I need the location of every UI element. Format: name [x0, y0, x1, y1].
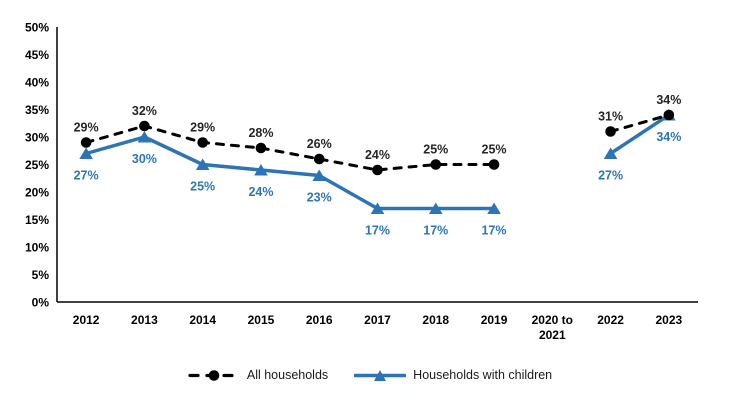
y-tick-label: 0% [32, 296, 50, 310]
y-tick-label: 20% [25, 186, 49, 200]
series-line-all-households [609, 113, 671, 133]
y-tick-label: 30% [25, 131, 49, 145]
x-axis-label: 2015 [248, 313, 275, 327]
y-tick-label: 25% [25, 158, 49, 172]
data-point-label: 17% [423, 224, 448, 238]
series-line-households-with-children [84, 135, 496, 211]
y-tick-label: 50% [25, 21, 49, 35]
data-point-marker [430, 159, 442, 170]
data-point-marker [80, 137, 92, 148]
data-point-label: 26% [307, 137, 332, 151]
solid-line-triangle-marker-icon [354, 369, 407, 381]
data-point-marker [195, 158, 210, 170]
y-tick-label: 15% [25, 213, 49, 227]
data-point-marker [428, 202, 443, 214]
x-axis-label: 2021 [539, 328, 566, 342]
data-point-marker [254, 164, 268, 176]
data-point-label: 23% [307, 191, 332, 205]
y-tick-label: 10% [25, 241, 49, 255]
data-point-marker [605, 126, 616, 137]
data-point-marker [197, 137, 208, 148]
data-point-label: 25% [482, 143, 507, 157]
x-axis-label: 2013 [131, 313, 158, 327]
chart-legend: All households Households with children [0, 360, 740, 390]
data-point-label: 30% [132, 152, 157, 166]
data-point-marker [487, 202, 501, 214]
x-axis-label: 2023 [656, 313, 683, 327]
data-point-marker [663, 109, 675, 121]
x-axis-label: 2019 [481, 313, 508, 327]
data-point-label: 32% [132, 104, 157, 118]
data-point-label: 34% [656, 93, 681, 107]
legend-label: Households with children [413, 368, 553, 382]
data-point-label: 27% [74, 169, 99, 183]
data-point-label: 27% [598, 169, 623, 183]
dashed-line-circle-marker-icon [188, 369, 240, 381]
legend-item-households-with-children: Households with children [354, 368, 552, 382]
series-line-households-with-children [608, 113, 671, 156]
x-axis-label: 2016 [306, 313, 333, 327]
data-point-marker [370, 202, 385, 214]
data-point-marker [79, 147, 93, 159]
data-point-label: 24% [365, 148, 390, 162]
chart-canvas: 0% 5% 10% 15% 20% 25% 30% 35% 40% 45% 50% 2012 2013 2… [25, 21, 698, 342]
data-point-marker [372, 164, 383, 176]
data-point-label: 29% [190, 121, 215, 135]
data-point-label: 17% [482, 224, 507, 238]
x-axis-label: 2014 [189, 313, 216, 327]
data-point-label: 29% [74, 121, 99, 135]
data-point-marker [312, 169, 327, 181]
x-axis-label: 2012 [73, 313, 100, 327]
x-axis-label: 2020 to [532, 313, 573, 327]
data-point-label: 28% [248, 126, 273, 140]
y-tick-label: 5% [32, 268, 50, 282]
x-axis-label: 2018 [422, 313, 449, 327]
x-axis-label: 2022 [597, 313, 624, 327]
data-point-marker [313, 153, 325, 165]
data-point-marker [488, 159, 500, 170]
x-axis-label: 2017 [364, 313, 391, 327]
legend-label: All households [246, 368, 329, 382]
data-point-label: 24% [248, 185, 273, 199]
legend-item-all-households: All households [188, 368, 328, 382]
data-point-label: 31% [598, 110, 623, 124]
y-tick-label: 45% [25, 48, 49, 62]
series-line-all-households [84, 124, 496, 172]
data-point-label: 25% [190, 180, 215, 194]
data-point-marker [137, 131, 152, 143]
data-point-marker [255, 142, 267, 154]
y-tick-label: 40% [25, 76, 49, 90]
data-point-label: 17% [365, 224, 390, 238]
data-point-marker [603, 147, 618, 159]
y-tick-label: 35% [25, 103, 49, 117]
data-point-label: 25% [423, 143, 448, 157]
data-point-marker [139, 120, 150, 132]
data-point-label: 34% [656, 130, 681, 144]
